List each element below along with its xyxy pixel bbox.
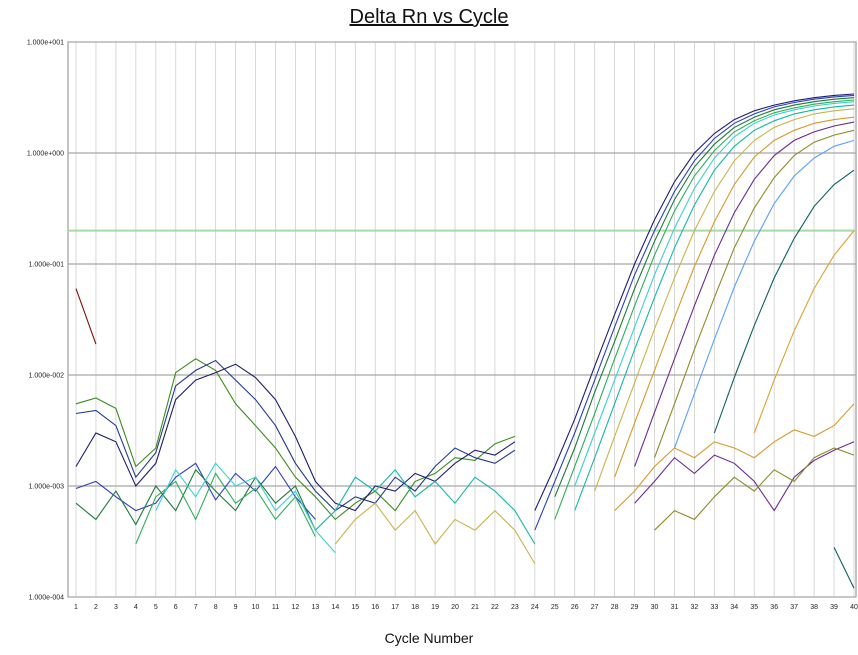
series-line	[753, 230, 855, 434]
series-line	[75, 358, 516, 521]
series-line	[634, 121, 855, 467]
x-tick-label: 38	[810, 604, 818, 611]
x-tick-label: 4	[134, 604, 138, 611]
x-tick-label: 9	[234, 604, 238, 611]
series-line	[315, 468, 536, 545]
y-tick-label: 1.000e+001	[27, 40, 64, 47]
series-line	[554, 97, 855, 498]
x-tick-label: 18	[411, 604, 419, 611]
series-lines	[75, 93, 855, 589]
y-tick-label: 1.000e+000	[27, 151, 64, 158]
x-axis-label: Cycle Number	[384, 630, 474, 646]
x-tick-label: 30	[651, 604, 659, 611]
x-tick-labels: 1 2 3 4 5 6 7 8 9 10 11 12 13 14 15 16 17 18 19 20 21 22 23 24 2…	[74, 604, 858, 611]
x-tick-label: 12	[292, 604, 300, 611]
y-tick-label: 1.000e-002	[29, 373, 65, 380]
x-tick-label: 1	[74, 604, 78, 611]
series-line	[75, 468, 316, 531]
x-tick-label: 14	[331, 604, 339, 611]
series-line	[634, 441, 855, 512]
series-line	[653, 129, 855, 458]
series-line	[574, 104, 855, 511]
series-line	[334, 502, 536, 564]
x-tick-label: 5	[154, 604, 158, 611]
series-line	[833, 547, 855, 589]
x-tick-label: 3	[114, 604, 118, 611]
x-tick-label: 8	[214, 604, 218, 611]
x-tick-label: 27	[591, 604, 599, 611]
x-tick-label: 13	[311, 604, 319, 611]
x-tick-label: 35	[750, 604, 758, 611]
plot-area	[67, 41, 857, 598]
x-tick-label: 23	[511, 604, 519, 611]
x-tick-label: 15	[351, 604, 359, 611]
y-tick-labels: 1.000e+001 1.000e+000 1.000e-001 1.000e-002…	[27, 40, 64, 602]
series-line	[673, 139, 855, 449]
x-tick-label: 29	[631, 604, 639, 611]
x-tick-label: 7	[194, 604, 198, 611]
series-line	[614, 403, 855, 511]
x-tick-label: 2	[94, 604, 98, 611]
y-tick-label: 1.000e-004	[29, 595, 65, 602]
x-tick-label: 24	[531, 604, 539, 611]
series-line	[554, 99, 855, 520]
x-tick-label: 33	[710, 604, 718, 611]
x-tick-label: 32	[691, 604, 699, 611]
x-tick-label: 20	[451, 604, 459, 611]
x-tick-label: 21	[471, 604, 479, 611]
x-tick-label: 16	[371, 604, 379, 611]
series-line	[534, 94, 855, 531]
series-line	[75, 363, 516, 512]
x-tick-label: 25	[551, 604, 559, 611]
x-tick-label: 34	[730, 604, 738, 611]
x-tick-label: 11	[272, 604, 279, 611]
x-tick-label: 40	[850, 604, 858, 611]
series-line	[614, 116, 855, 478]
x-tick-label: 37	[790, 604, 798, 611]
series-line	[75, 359, 516, 512]
x-tick-label: 19	[431, 604, 439, 611]
x-tick-label: 10	[252, 604, 260, 611]
series-line	[713, 169, 855, 434]
series-line	[75, 462, 316, 520]
chart-title: Delta Rn vs Cycle	[349, 6, 509, 28]
y-tick-label: 1.000e-001	[29, 262, 65, 269]
series-line	[75, 288, 97, 345]
series-line	[654, 447, 855, 531]
x-tick-label: 6	[174, 604, 178, 611]
x-tick-label: 28	[611, 604, 619, 611]
grid-lines	[68, 41, 856, 598]
series-line	[534, 93, 855, 511]
x-tick-label: 17	[391, 604, 399, 611]
x-tick-label: 22	[491, 604, 499, 611]
x-tick-label: 39	[830, 604, 838, 611]
x-tick-label: 26	[571, 604, 579, 611]
y-tick-label: 1.000e-003	[29, 484, 65, 491]
x-tick-label: 31	[671, 604, 679, 611]
x-tick-label: 36	[770, 604, 778, 611]
series-line	[574, 101, 855, 487]
series-line	[594, 108, 855, 492]
series-line	[155, 462, 336, 554]
